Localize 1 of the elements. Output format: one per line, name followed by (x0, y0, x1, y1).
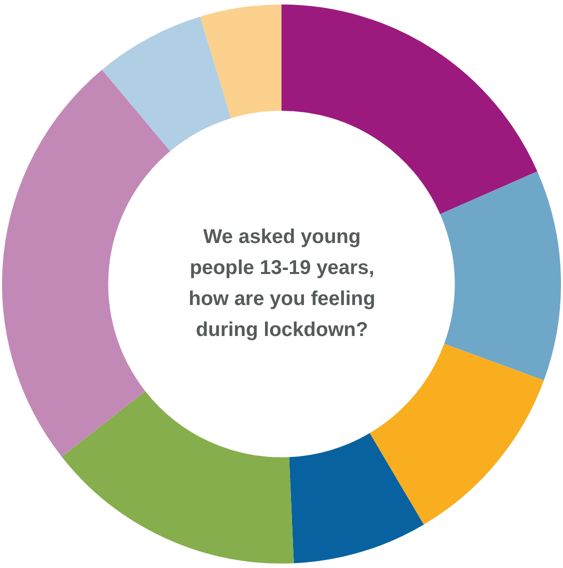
text: We asked young people 13-19 years, how are you feeling during lockdown? (188, 225, 376, 343)
